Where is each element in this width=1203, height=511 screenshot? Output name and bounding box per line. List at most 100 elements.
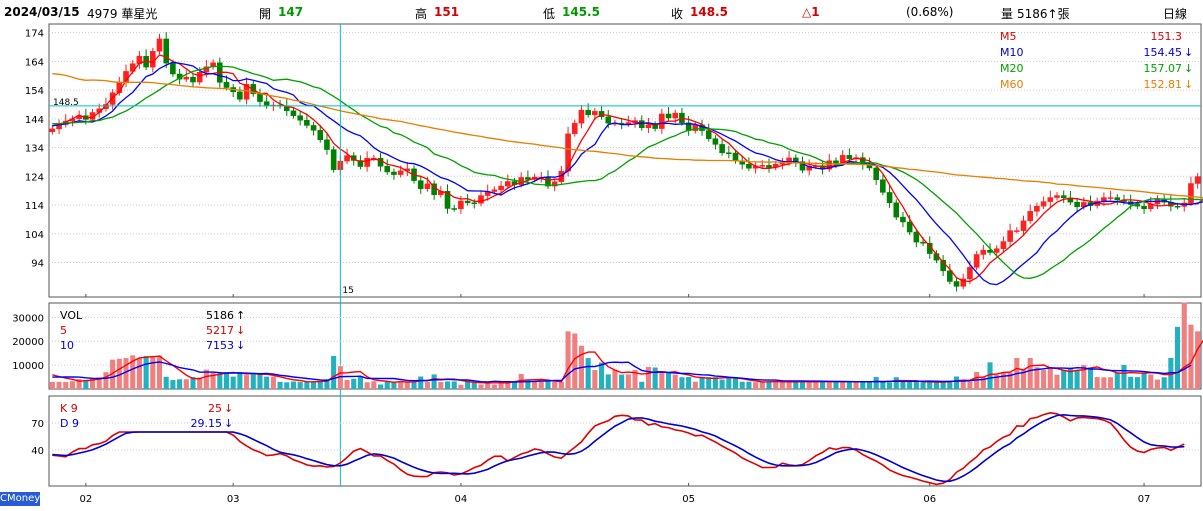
candle-body: [1014, 230, 1020, 232]
volume-bar: [960, 379, 966, 389]
volume-legend-value: 5217: [206, 324, 234, 337]
volume-bar: [136, 358, 142, 389]
volume-bar: [123, 358, 129, 389]
volume-bar: [364, 382, 370, 389]
panel-frame-2: [48, 395, 1202, 487]
candle-body: [759, 165, 766, 167]
candle-body: [659, 113, 665, 129]
candle-body: [1114, 197, 1121, 201]
volume-bar: [833, 381, 839, 389]
kd-legend-name: D 9: [60, 417, 79, 430]
candle-body: [1040, 201, 1047, 207]
volume-bar: [873, 376, 879, 389]
kd-legend-value: 29.15: [191, 417, 223, 430]
ma-line-m20: [52, 65, 1203, 279]
volume-bar: [813, 381, 819, 389]
price-legend-arrow: ↓: [1184, 46, 1193, 59]
candle-body: [1194, 176, 1201, 184]
volume-bar: [920, 382, 926, 389]
volume-bar: [1027, 357, 1033, 389]
candle-body: [451, 208, 458, 210]
candle-body: [237, 91, 243, 100]
volume-bar: [679, 377, 685, 389]
volume-bar: [927, 381, 933, 389]
candle-body: [257, 93, 263, 102]
x-tick-label: 06: [923, 494, 936, 505]
close-price: 148.5: [690, 5, 728, 19]
candle-body: [993, 248, 1000, 253]
candle-body: [766, 165, 772, 168]
volume-bar: [498, 381, 504, 389]
candle-body: [263, 101, 270, 107]
volume-bar: [1041, 369, 1047, 389]
volume-bar: [766, 381, 772, 389]
candle-body: [886, 192, 893, 203]
volume-bar: [1074, 370, 1080, 389]
price-legend-value: 157.07: [1144, 62, 1183, 75]
volume-bar: [659, 372, 665, 389]
volume-bar: [1067, 367, 1073, 389]
candle-body: [1000, 241, 1007, 249]
volume-bar: [846, 381, 852, 389]
volume-bar: [297, 382, 303, 389]
volume-bar: [525, 379, 531, 389]
volume-bar: [652, 367, 658, 389]
volume-bar: [732, 377, 739, 389]
ma-line-m5: [52, 54, 1203, 283]
price-tick-label: 114: [25, 201, 44, 212]
volume-bar: [418, 376, 424, 389]
volume-bar: [793, 381, 799, 389]
candle-body: [304, 120, 310, 126]
candle-body: [478, 195, 484, 204]
candle-body: [525, 177, 531, 180]
candle-body: [732, 152, 739, 162]
volume-bar: [820, 381, 826, 389]
candle-body: [290, 110, 297, 116]
volume-bar: [391, 381, 397, 389]
kd-tick-label: 40: [31, 446, 44, 457]
volume-bar: [257, 373, 263, 389]
volume-bar: [163, 376, 169, 389]
volume-bar: [719, 379, 725, 389]
candle-body: [330, 149, 337, 170]
volume-bar: [799, 382, 806, 389]
volume-bar: [76, 379, 82, 389]
quote-date: 2024/03/15: [4, 5, 80, 19]
candle-body: [1020, 220, 1027, 231]
candle-body: [645, 124, 652, 128]
candle-body: [109, 92, 116, 105]
period-label[interactable]: 日線: [1163, 7, 1188, 21]
volume-bar: [465, 381, 471, 389]
volume-bar: [632, 369, 638, 389]
volume-bar: [1195, 331, 1201, 389]
kd-legend-name: K 9: [60, 402, 78, 415]
volume-bar: [880, 381, 886, 389]
volume-bar: [619, 374, 625, 389]
volume-bar: [753, 382, 759, 389]
volume-bar: [491, 384, 497, 389]
price-tick-label: 164: [25, 57, 44, 68]
price-tick-label: 94: [31, 259, 44, 270]
volume-bar: [739, 381, 745, 389]
price-change-pct: (0.68%): [906, 5, 954, 19]
volume-bar: [371, 381, 377, 389]
volume-bar: [351, 378, 357, 389]
volume-bar: [1101, 377, 1107, 389]
candle-body: [826, 160, 833, 170]
volume-bar: [779, 381, 785, 389]
kd-legend-arrow: ↓: [224, 417, 233, 430]
volume-bar: [357, 376, 363, 389]
open-label: 開: [259, 7, 272, 21]
volume-bar: [994, 374, 1000, 389]
candle-body: [391, 171, 397, 175]
candle-body: [324, 139, 330, 150]
volume-bar: [411, 382, 417, 389]
candle-body: [498, 185, 504, 191]
stock-name: 4979 華星光: [87, 7, 158, 21]
price-legend-arrow: ↓: [1184, 78, 1193, 91]
candle-body: [967, 267, 973, 280]
volume-bar: [404, 381, 410, 389]
volume-bar: [438, 381, 444, 389]
x-tick-label: 02: [79, 494, 92, 505]
